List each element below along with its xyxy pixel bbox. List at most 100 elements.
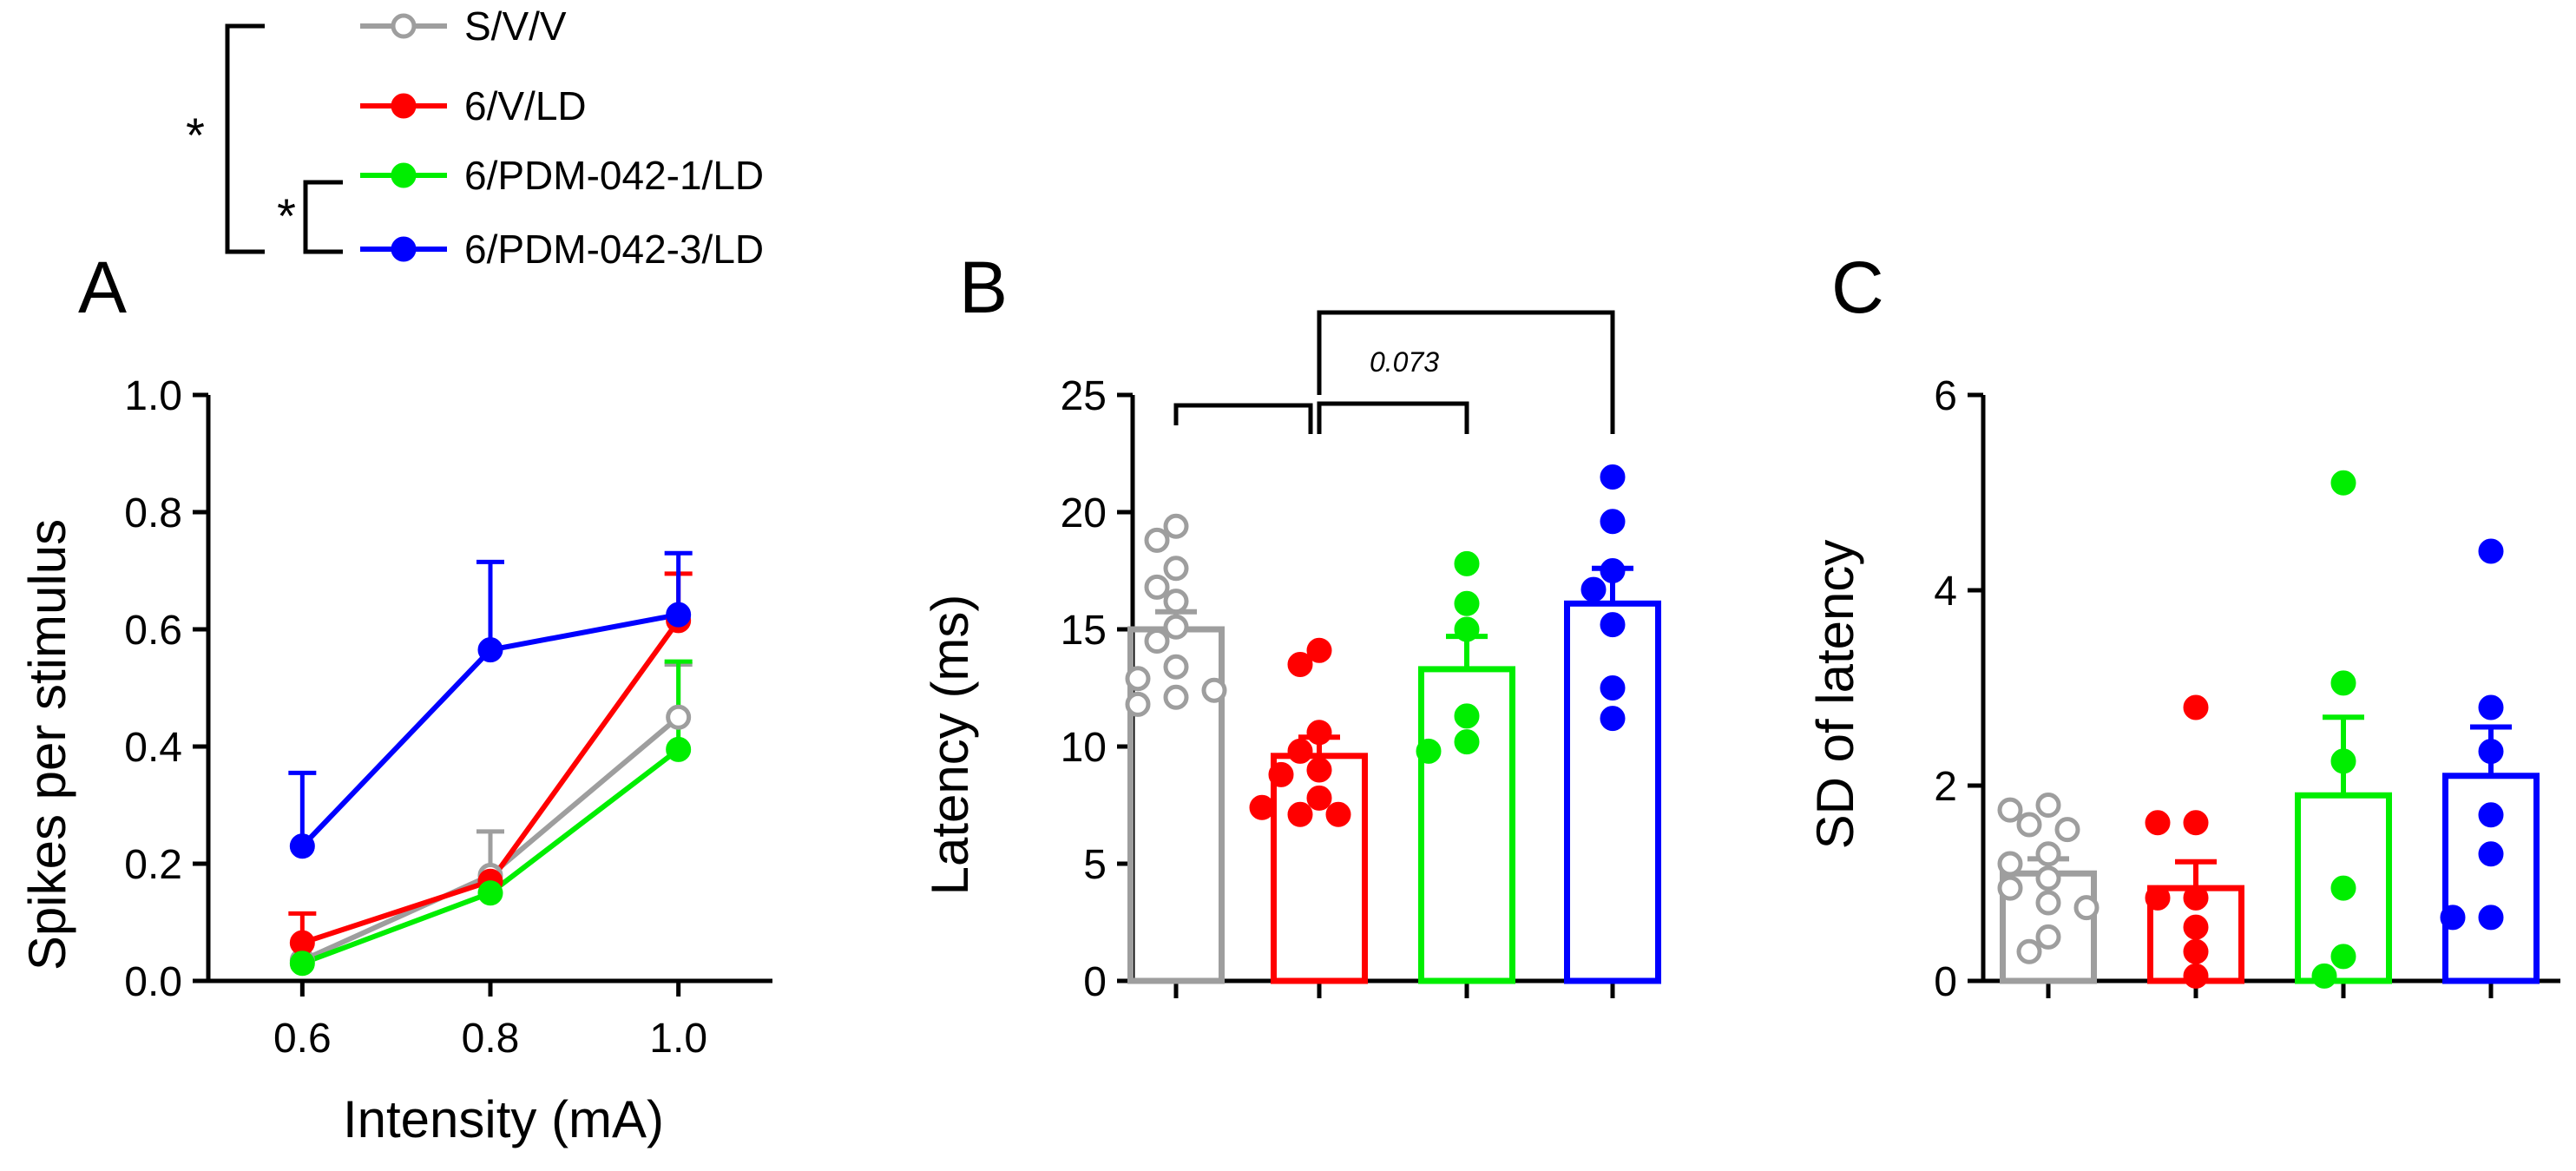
panel-b-point-s-v-v xyxy=(1163,589,1189,615)
panel-b-point-6-pdm-042-1-ld xyxy=(1454,616,1480,642)
sig-star-outer: * xyxy=(186,108,205,162)
panel-b-point-s-v-v xyxy=(1144,628,1170,654)
panel-a-ylabel: Spikes per stimulus xyxy=(18,519,76,970)
panel-a-point-6-v-ld xyxy=(289,930,315,956)
panel-b-point-6-v-ld xyxy=(1306,757,1332,783)
panel-b-point-6-v-ld xyxy=(1268,761,1294,787)
panel-a-line-chart: Spikes per stimulus Intensity (mA) 0.0 0.… xyxy=(18,373,772,1148)
panel-a-y-tick-label: 0.6 xyxy=(124,608,182,654)
panel-a-point-s-v-v xyxy=(666,704,692,730)
panel-a-point-6-pdm-042-1-ld xyxy=(666,736,692,762)
panel-a-point-6-pdm-042-1-ld xyxy=(289,951,315,977)
panel-c-point-6-v-ld xyxy=(2183,963,2209,989)
panel-c-y-tick-label: 6 xyxy=(1934,373,1957,419)
legend-label-s-v-v: S/V/V xyxy=(464,3,567,49)
panel-c-point-6-pdm-042-3-ld xyxy=(2478,739,2504,765)
panel-c-point-6-pdm-042-3-ld xyxy=(2478,905,2504,931)
panel-c-point-s-v-v xyxy=(2035,841,2061,867)
panel-a-point-6-pdm-042-1-ld xyxy=(477,880,503,906)
panel-b-point-s-v-v xyxy=(1144,527,1170,553)
panel-b-point-6-pdm-042-1-ld xyxy=(1454,550,1480,576)
panel-c-point-s-v-v xyxy=(2035,865,2061,891)
panel-c-point-6-pdm-042-3-ld xyxy=(2440,905,2466,931)
panel-b-y-tick-label: 25 xyxy=(1061,373,1107,419)
panel-label-c: C xyxy=(1831,247,1884,328)
panel-b-point-s-v-v xyxy=(1125,691,1151,717)
panel-a-y-tick-label: 0.8 xyxy=(124,490,182,536)
panel-c-point-6-pdm-042-1-ld xyxy=(2330,944,2356,970)
panel-a-y-tick-label: 0.2 xyxy=(124,842,182,888)
legend-marker-6-pdm-042-1-ld xyxy=(391,162,417,188)
panel-b-point-6-pdm-042-3-ld xyxy=(1600,675,1626,701)
panel-c-point-s-v-v xyxy=(2016,812,2042,838)
panel-b-point-6-v-ld xyxy=(1249,794,1275,820)
panel-c-point-s-v-v xyxy=(1997,875,2023,901)
p-value-annotation: 0.073 xyxy=(1370,346,1439,378)
panel-c-point-6-pdm-042-1-ld xyxy=(2330,470,2356,496)
sig-bracket-b-1 xyxy=(1173,403,1313,434)
panel-b-point-6-pdm-042-3-ld xyxy=(1580,576,1607,602)
panel-c-point-6-pdm-042-1-ld xyxy=(2330,670,2356,696)
legend-label-6-pdm-042-3-ld: 6/PDM-042-3/LD xyxy=(464,227,764,272)
panel-c-point-6-v-ld xyxy=(2183,694,2209,720)
sig-star-inner: * xyxy=(277,188,296,243)
panel-c-point-6-v-ld xyxy=(2183,914,2209,940)
panel-c-point-s-v-v xyxy=(2035,890,2061,916)
panel-b-point-6-v-ld xyxy=(1287,738,1313,764)
panel-c-y-tick-label: 4 xyxy=(1934,569,1957,615)
panel-a-y-tick-label: 0.4 xyxy=(124,725,182,771)
panel-b-point-6-v-ld xyxy=(1287,652,1313,677)
panel-label-b: B xyxy=(959,247,1008,328)
panel-b-point-s-v-v xyxy=(1163,614,1189,640)
sig-bracket-b-3 xyxy=(1317,310,1615,434)
panel-b-point-6-v-ld xyxy=(1306,720,1332,746)
panel-c-point-s-v-v xyxy=(2016,938,2042,964)
panel-b-bar-chart: Latency (ms) 0.073 0 5 10 15 20 25 xyxy=(921,310,1661,1005)
panel-c-point-6-pdm-042-1-ld xyxy=(2311,963,2337,989)
panel-c-point-6-v-ld xyxy=(2145,885,2171,911)
panel-b-point-6-v-ld xyxy=(1325,801,1351,827)
panel-a-xlabel: Intensity (mA) xyxy=(343,1090,664,1148)
panel-b-point-s-v-v xyxy=(1144,574,1170,600)
panel-c-point-6-v-ld xyxy=(2183,938,2209,964)
panel-c-point-s-v-v xyxy=(1997,851,2023,877)
panel-b-point-6-pdm-042-3-ld xyxy=(1600,509,1626,535)
panel-b-point-6-pdm-042-3-ld xyxy=(1600,464,1626,490)
panel-a-x-tick-label: 1.0 xyxy=(649,1016,707,1062)
panel-b-y-tick-label: 10 xyxy=(1061,725,1107,771)
panel-b-point-s-v-v xyxy=(1163,654,1189,680)
panel-b-point-6-pdm-042-3-ld xyxy=(1600,706,1626,732)
legend-marker-6-v-ld xyxy=(391,93,417,119)
panel-c-y-tick-label: 0 xyxy=(1934,959,1957,1005)
panel-c-bar-chart: SD of latency 0 2 4 6 xyxy=(1806,373,2560,1005)
panel-c-point-6-pdm-042-3-ld xyxy=(2478,802,2504,828)
panel-b-point-s-v-v xyxy=(1163,513,1189,539)
panel-c-point-6-v-ld xyxy=(2183,885,2209,911)
panel-b-point-6-pdm-042-1-ld xyxy=(1454,729,1480,755)
panel-c-point-s-v-v xyxy=(2073,895,2100,921)
panel-c-y-tick-label: 2 xyxy=(1934,764,1957,810)
panel-b-y-tick-label: 0 xyxy=(1083,959,1107,1005)
panel-a-point-6-pdm-042-3-ld xyxy=(477,637,503,663)
panel-a-point-6-pdm-042-3-ld xyxy=(289,833,315,859)
panel-c-point-s-v-v xyxy=(2035,924,2061,950)
panel-b-point-6-v-ld xyxy=(1306,637,1332,663)
panel-label-a: A xyxy=(78,247,127,328)
panel-b-bar-6-pdm-042-3-ld xyxy=(1564,600,1661,984)
panel-c-point-6-pdm-042-1-ld xyxy=(2330,748,2356,774)
legend-label-6-pdm-042-1-ld: 6/PDM-042-1/LD xyxy=(464,153,764,198)
panel-b-point-s-v-v xyxy=(1125,666,1151,692)
panel-a-x-tick-label: 0.8 xyxy=(462,1016,520,1062)
panel-b-point-s-v-v xyxy=(1163,684,1189,710)
panel-b-point-s-v-v xyxy=(1201,677,1227,703)
panel-c-ylabel: SD of latency xyxy=(1806,540,1864,850)
legend-label-6-v-ld: 6/V/LD xyxy=(464,83,587,128)
legend: * * S/V/V 6/V/LD 6/PDM-042-1/LD 6/PDM-042-3… xyxy=(186,3,764,272)
panel-c-point-6-pdm-042-3-ld xyxy=(2478,538,2504,564)
panel-b-point-6-pdm-042-3-ld xyxy=(1600,558,1626,583)
panel-b-point-s-v-v xyxy=(1163,556,1189,582)
sig-bracket-inner xyxy=(303,180,343,254)
panel-b-point-6-pdm-042-1-ld xyxy=(1454,590,1480,616)
panel-b-point-6-v-ld xyxy=(1306,785,1332,811)
